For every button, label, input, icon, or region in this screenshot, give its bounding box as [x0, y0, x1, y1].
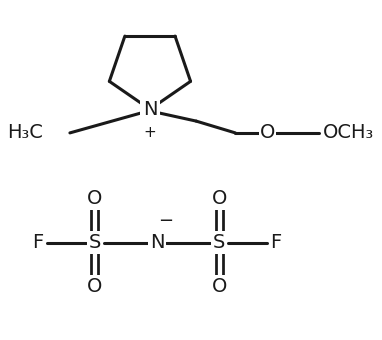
- Text: N: N: [150, 233, 164, 252]
- Text: +: +: [144, 125, 156, 140]
- Text: F: F: [270, 233, 282, 252]
- Text: O: O: [212, 189, 227, 208]
- Text: O: O: [260, 123, 275, 142]
- Text: O: O: [212, 277, 227, 296]
- Text: N: N: [143, 100, 157, 119]
- Text: −: −: [159, 211, 173, 230]
- Text: H₃C: H₃C: [7, 123, 43, 142]
- Text: F: F: [32, 233, 44, 252]
- Text: O: O: [87, 189, 102, 208]
- Text: S: S: [213, 233, 225, 252]
- Text: S: S: [89, 233, 101, 252]
- Text: OCH₃: OCH₃: [322, 123, 374, 142]
- Text: O: O: [87, 277, 102, 296]
